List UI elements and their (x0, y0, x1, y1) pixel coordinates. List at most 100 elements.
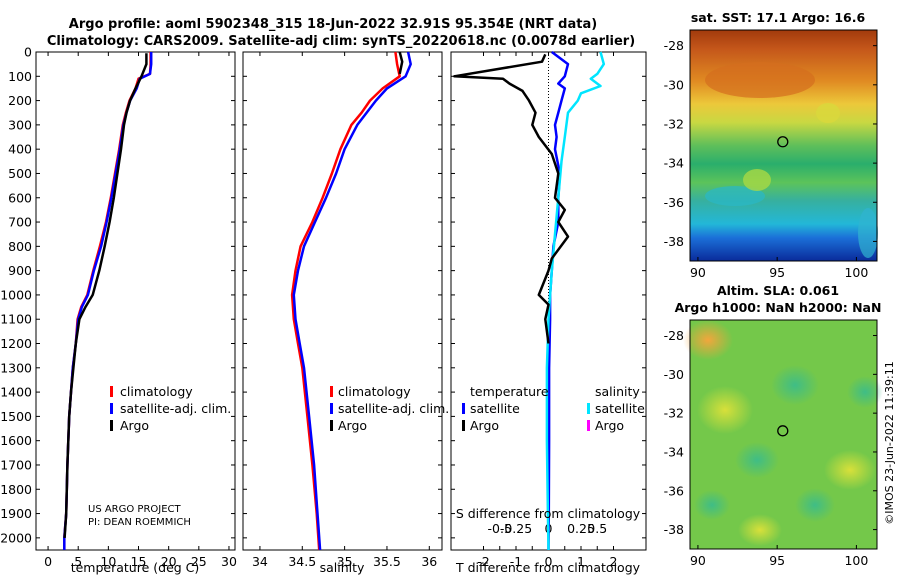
legend-label-satellite: satellite-adj. clim. (120, 401, 231, 416)
sla-low-patch (735, 442, 779, 478)
lon-tick-label: 95 (769, 265, 785, 280)
argo-line (63, 53, 148, 538)
x-tick-label: 34.5 (288, 554, 316, 569)
difference-xlabel-top: S difference from climatology (456, 506, 641, 521)
float-position-marker (777, 136, 789, 148)
sla-heatmap (683, 320, 883, 549)
lat-tick-label: -38 (664, 234, 684, 249)
depth-tick-label: 1600 (0, 433, 32, 448)
sla-low-patch (771, 365, 819, 405)
x-tick-label: 1 (577, 554, 585, 569)
salinity-legend: climatology satellite-adj. clim. Argo (330, 384, 449, 433)
lon-tick-label: 95 (769, 553, 785, 568)
x-tick-label: 30 (221, 554, 237, 569)
x-tick-label: 35 (337, 554, 353, 569)
sla-map-title-line1: Altim. SLA: 0.061 (717, 283, 839, 298)
sst-cool-patch (705, 186, 765, 206)
depth-tick-label: 800 (8, 239, 32, 254)
depth-tick-label: 1700 (0, 457, 32, 472)
salinity-panel: 34 34.5 35 35.5 36 salinity climatology sate… (242, 51, 449, 575)
lat-tick-label: -34 (664, 444, 684, 459)
sla-yellow-patch (697, 386, 753, 434)
sla-map-frame (689, 319, 878, 550)
sla-low-patch (694, 490, 730, 520)
difference-xlabel: T difference from climatology (455, 560, 641, 575)
x-tick-label: 15 (131, 554, 147, 569)
depth-tick-label: 400 (8, 142, 32, 157)
depth-tick-label: 600 (8, 190, 32, 205)
legend-swatch-s-satellite (587, 403, 590, 414)
x-tick-label: 2 (610, 554, 618, 569)
lat-tick-label: -36 (664, 195, 684, 210)
sla-map-panel: Altim. SLA: 0.061 Argo h1000: NaN h2000:… (664, 283, 883, 568)
lat-tick-label: -32 (664, 116, 684, 131)
x-tick-label: -2 (477, 554, 489, 569)
legend-swatch-climatology (330, 386, 333, 397)
x-tick-label: 36 (421, 554, 437, 569)
legend-label-argo: Argo (120, 418, 149, 433)
lon-tick-label: 100 (844, 553, 868, 568)
satellite-adj-line (292, 51, 412, 551)
lat-tick-label: -28 (664, 38, 684, 53)
x-tick-label: 0 (44, 554, 52, 569)
x-tick-label: 35.5 (373, 554, 401, 569)
sla-yellow-patch (738, 514, 782, 546)
lat-tick-label: -34 (664, 156, 684, 171)
lat-tick-label: -28 (664, 328, 684, 343)
lat-tick-label: -30 (664, 77, 684, 92)
depth-tick-label: 1000 (0, 287, 32, 302)
legend-label-argo: Argo (338, 418, 367, 433)
x-tick-label: 10 (100, 554, 116, 569)
figure-title-line2: Climatology: CARS2009. Satellite-adj cli… (47, 34, 635, 49)
project-annotation-line1: US ARGO PROJECT (88, 504, 182, 515)
depth-tick-label: 1500 (0, 409, 32, 424)
x-tick-label: 0 (545, 554, 553, 569)
depth-tick-label: 1200 (0, 336, 32, 351)
legend-label-satellite: satellite-adj. clim. (338, 401, 449, 416)
sla-map-title-line2: Argo h1000: NaN h2000: NaN (675, 300, 882, 315)
lon-tick-label: 90 (690, 553, 706, 568)
legend-swatch-argo (110, 420, 113, 431)
lat-tick-label: -32 (664, 406, 684, 421)
sst-yellow-blob (816, 103, 840, 123)
sla-yellow-patch (824, 450, 876, 490)
lat-tick-label: -30 (664, 367, 684, 382)
sst-edge-patch (858, 208, 878, 258)
float-position-marker (777, 425, 789, 437)
legend-swatch-satellite (330, 403, 333, 414)
legend-label-climatology: climatology (120, 384, 193, 399)
depth-tick-label: 300 (8, 117, 32, 132)
depth-tick-label: 700 (8, 215, 32, 230)
temperature-axes-box (35, 51, 236, 551)
x-tick-label: 25 (191, 554, 207, 569)
depth-tick-label: 900 (8, 263, 32, 278)
sst-heatmap (690, 30, 878, 261)
sst-green-blob (743, 169, 771, 191)
legend-title-temperature: temperature (470, 384, 549, 399)
depth-tick-label: 1300 (0, 360, 32, 375)
figure-title-line1: Argo profile: aoml 5902348_315 18-Jun-20… (69, 17, 597, 32)
temperature-panel: 0100200300400500600700800900100011001200… (0, 45, 237, 576)
legend-label-climatology: climatology (338, 384, 411, 399)
depth-tick-label: 100 (8, 69, 32, 84)
s-tick-label: 0.25 (567, 521, 595, 536)
x-tick-label: 34 (252, 554, 268, 569)
difference-panel: -2 -1 0 1 2-0.5-0.25 0 0.250.5 S difference fr… (450, 50, 647, 575)
legend-title-salinity: salinity (595, 384, 640, 399)
legend-label-s-satellite: satellite (595, 401, 645, 416)
legend-swatch-t-argo (462, 420, 465, 431)
x-tick-label: -1 (510, 554, 522, 569)
project-annotation-line2: PI: DEAN ROEMMICH (88, 517, 191, 528)
legend-label-s-argo: Argo (595, 418, 624, 433)
lat-tick-label: -36 (664, 483, 684, 498)
depth-tick-label: 1900 (0, 506, 32, 521)
sst-map-panel: sat. SST: 17.1 Argo: 16.6 90 95 100 -28 -30 -… (664, 10, 878, 280)
difference-legend: temperature satellite Argo salinity sate… (462, 384, 645, 433)
sst-map-title: sat. SST: 17.1 Argo: 16.6 (691, 10, 866, 25)
lat-tick-label: -38 (664, 522, 684, 537)
lon-tick-label: 90 (690, 265, 706, 280)
sst-warm-tongue (705, 62, 815, 98)
temperature-xlabel: temperature (deg C) (71, 560, 200, 575)
s-tick-label: 0.5 (587, 521, 607, 536)
s-tick-label: -0.25 (500, 521, 532, 536)
